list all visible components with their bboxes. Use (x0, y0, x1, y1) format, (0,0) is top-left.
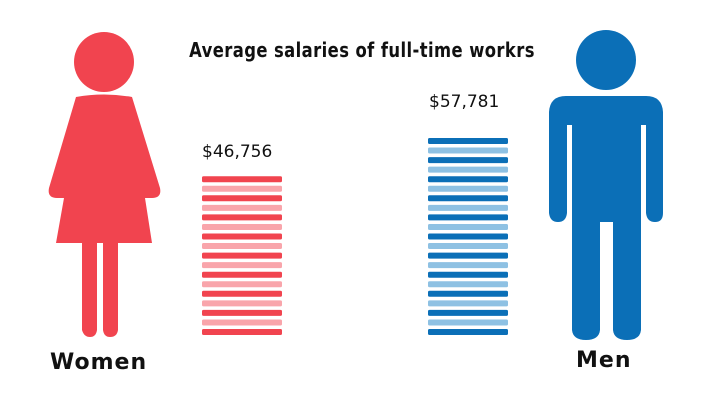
bar-men-stripe (428, 214, 508, 221)
bar-women-stripe (202, 243, 282, 250)
bar-women (202, 176, 282, 335)
man-figure-icon (549, 30, 663, 340)
bar-men-stripe (428, 243, 508, 250)
bar-women-stripe (202, 223, 282, 230)
category-label-women: Women (50, 350, 148, 375)
data-label-men: $57,781 (429, 92, 500, 112)
bar-women-stripe (202, 185, 282, 192)
bar-women-stripe (202, 252, 282, 259)
bar-men-stripe (428, 138, 508, 144)
bar-women-stripe (202, 262, 282, 269)
bar-women-stripe (202, 233, 282, 240)
bar-men-stripe (428, 309, 508, 316)
bar-men-stripe (428, 300, 508, 307)
bar-women-stripe (202, 281, 282, 288)
bar-men-stripe (428, 157, 508, 164)
bar-women-stripe (202, 309, 282, 316)
category-label-men: Men (576, 348, 632, 373)
bar-women-stripe (202, 176, 282, 183)
bar-women-stripe (202, 300, 282, 307)
bar-men-stripe (428, 290, 508, 297)
data-label-women: $46,756 (202, 142, 273, 162)
bar-men (428, 138, 508, 335)
bar-men-stripe (428, 281, 508, 288)
bar-men-stripe (428, 166, 508, 173)
chart-title: Average salaries of full-time workrs (189, 38, 535, 62)
bar-women-stripe (202, 214, 282, 221)
bar-men-stripe (428, 176, 508, 183)
bar-women-stripe (202, 319, 282, 326)
bar-men-stripe (428, 252, 508, 259)
bar-men-stripe (428, 195, 508, 202)
bar-men-stripe (428, 147, 508, 154)
bar-women-stripe (202, 195, 282, 202)
bar-men-stripe (428, 271, 508, 278)
bar-women-stripe (202, 271, 282, 278)
woman-figure-icon (48, 32, 161, 337)
bar-men-stripe (428, 233, 508, 240)
bar-men-stripe (428, 204, 508, 211)
bar-women-stripe (202, 204, 282, 211)
bar-men-stripe (428, 223, 508, 230)
bars-layer (202, 138, 508, 335)
bar-men-stripe (428, 262, 508, 269)
bar-women-stripe (202, 329, 282, 335)
bar-women-stripe (202, 290, 282, 297)
bar-men-stripe (428, 319, 508, 326)
bar-men-stripe (428, 185, 508, 192)
bar-men-stripe (428, 329, 508, 335)
